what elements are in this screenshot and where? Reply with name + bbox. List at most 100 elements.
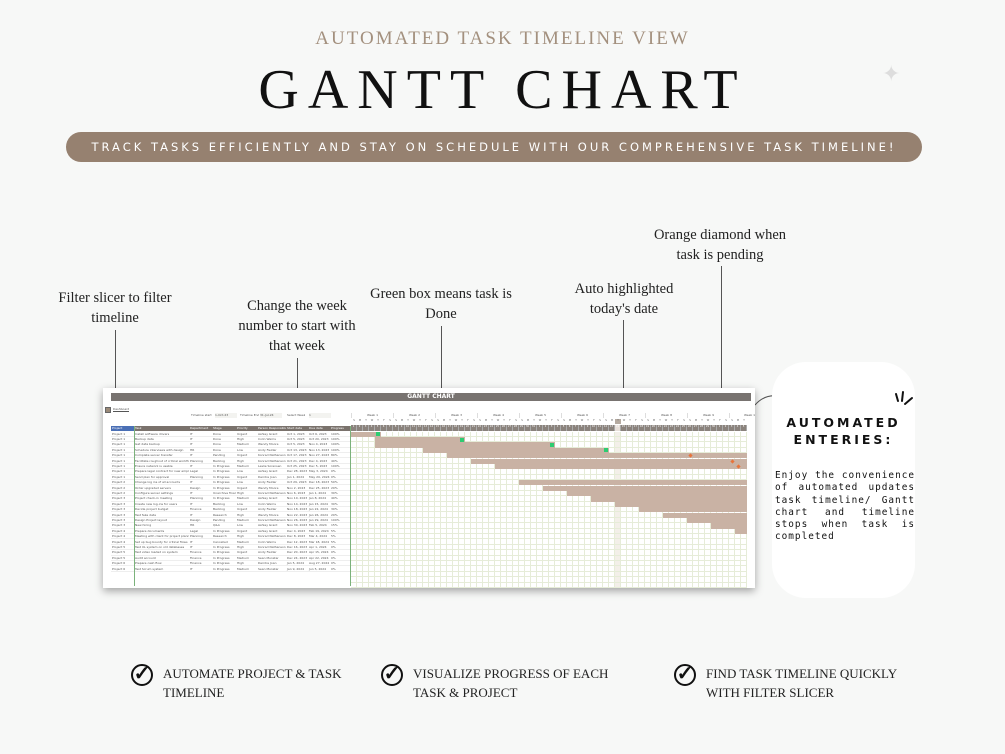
column-header[interactable]: Priority (236, 426, 257, 431)
table-cell: Schedule interviews with design (135, 447, 184, 452)
table-row[interactable]: Project 3 Test fake data IT Research High Wen… (111, 513, 351, 518)
table-row[interactable]: Project 3 Project check-in meeting Plannin… (111, 496, 351, 502)
done-marker (604, 448, 608, 453)
table-row[interactable]: Project 2 Order upgraded servers Design In … (111, 486, 351, 491)
day-gridline (357, 431, 363, 587)
timeline-start-input[interactable]: 1-Oct-23 (215, 413, 237, 418)
table-row[interactable]: Project 3 Design Project layout Design Pend… (111, 517, 351, 524)
table-row[interactable]: Project 5 Test video loaded on system Fina… (111, 550, 351, 556)
table-cell: Andy Fielder (258, 550, 277, 555)
table-cell: Project 3 (112, 501, 126, 506)
table-cell: Medium (237, 539, 249, 544)
table-row[interactable]: Project 1 Send plan for approval Planning I… (111, 475, 351, 481)
gantt-bar[interactable] (735, 528, 747, 535)
day-number: 26 (501, 424, 507, 431)
table-cell: In Progress (213, 528, 230, 533)
column-header[interactable]: Project (111, 426, 134, 431)
gantt-bar[interactable] (591, 496, 747, 502)
table-cell: Project 1 (112, 463, 126, 468)
table-cell: Jan 26, 2024 (309, 512, 328, 517)
table-row[interactable]: Project 2 Change log ins of all accounts I… (111, 480, 351, 486)
day-number: 29 (519, 424, 525, 431)
annotation-filter: Filter slicer to filter timeline (58, 290, 172, 326)
gantt-bar[interactable] (543, 485, 747, 491)
table-cell: Project 6 (112, 566, 126, 571)
gantt-bar[interactable] (639, 507, 747, 513)
gantt-bar[interactable] (519, 480, 747, 486)
table-row[interactable]: Project 1 Get data backup IT Done Medium Wend… (111, 442, 351, 448)
column-header[interactable]: Due date (308, 426, 330, 431)
gantt-bar[interactable] (423, 447, 609, 454)
day-number: 27 (693, 424, 699, 431)
gantt-bar[interactable] (495, 463, 747, 470)
table-row[interactable]: Project 2 Configure server settings IT Unar… (111, 490, 351, 497)
column-header[interactable]: Start date (286, 426, 308, 431)
slicer-label[interactable]: Dashboard (113, 407, 130, 411)
gantt-bar[interactable] (351, 431, 381, 437)
table-row[interactable]: Project 5 Test UL system on old databases… (111, 544, 351, 551)
gantt-bar[interactable] (375, 442, 555, 448)
select-week-input[interactable]: 1 (309, 413, 331, 418)
column-header[interactable]: Progress (330, 426, 351, 431)
day-letter: M (442, 419, 446, 422)
tagline-banner: TRACK TASKS EFFICIENTLY AND STAY ON SCHE… (66, 132, 922, 162)
table-cell: Backlog (213, 501, 225, 506)
day-gridline (627, 431, 633, 587)
gantt-bar[interactable] (471, 458, 747, 464)
timeline-end-input[interactable]: 31-Jul-24 (260, 413, 282, 418)
day-number: 15 (621, 424, 627, 431)
table-cell: Test Scrum system (135, 566, 164, 571)
table-row[interactable]: Project 5 Audit account Finance In Progress… (111, 556, 351, 562)
day-number: 14 (429, 424, 435, 431)
day-gridline (459, 431, 465, 587)
gantt-bar[interactable] (615, 501, 747, 508)
table-cell: 0% (331, 544, 336, 549)
table-row[interactable]: Project 3 New hiring HR Q&A Low Ashley Grant N… (111, 523, 351, 529)
table-row[interactable]: Project 6 Prepare cash flow Finance In Prog… (111, 561, 351, 567)
table-row[interactable]: Project 1 Backup data IT Done High Colin Warr… (111, 437, 351, 443)
table-row[interactable]: Project 6 Test Scrum system IT In Progress M… (111, 567, 351, 572)
table-cell: Finance (190, 561, 202, 566)
column-header[interactable]: Task (134, 426, 189, 431)
gantt-bar[interactable] (447, 453, 747, 459)
table-row[interactable]: Project 1 Schedule interviews with design… (111, 447, 351, 454)
table-cell: Nov 18, 2023 (287, 507, 308, 512)
gantt-bar[interactable] (663, 512, 747, 518)
table-row[interactable]: Project 1 Facilitate roughout of critical… (111, 459, 351, 464)
table-row[interactable]: Project 3 Decide project budget Finance Bac… (111, 507, 351, 513)
table-row[interactable]: Project 4 Set up bug bounty for critical … (111, 540, 351, 545)
table-cell: Research (213, 534, 227, 539)
table-row[interactable]: Project 3 Create new log-ins for users IT B… (111, 501, 351, 508)
table-cell: Project 2 (112, 480, 126, 485)
slicer-icon[interactable] (105, 407, 111, 413)
day-letter: T (713, 419, 715, 422)
table-cell: High (237, 561, 244, 566)
annotation-line (297, 358, 298, 410)
column-header[interactable]: Department (189, 426, 212, 431)
day-number: 9 (399, 424, 405, 431)
table-cell: Legal (190, 469, 199, 474)
gantt-bar[interactable] (375, 436, 465, 443)
day-letter: S (725, 419, 727, 422)
table-cell: Project 3 (112, 517, 126, 522)
table-cell: Dec 5, 2023 (309, 463, 328, 468)
column-header[interactable]: Person Responsible (257, 426, 286, 431)
table-row[interactable]: Project 1 Complete server transfer IT Pendi… (111, 453, 351, 459)
gantt-bar[interactable] (567, 490, 747, 497)
gantt-bar[interactable] (687, 517, 747, 524)
table-cell: IT (190, 490, 193, 495)
table-row[interactable]: Project 1 Install software drivers IT Done U… (111, 432, 351, 437)
frozen-divider (350, 426, 351, 586)
day-number: 13 (609, 424, 615, 431)
day-number: 4 (735, 424, 741, 431)
gantt-bar[interactable] (711, 523, 747, 529)
table-row[interactable]: Project 4 Meeting with client for project… (111, 534, 351, 540)
table-cell: IT (190, 453, 193, 458)
table-row[interactable]: Project 1 Ensure network is usable IT In Pr… (111, 463, 351, 470)
table-row[interactable]: Project 1 Prepare legal contract for new … (111, 469, 351, 475)
column-header[interactable]: Stage (212, 426, 236, 431)
table-cell: Project 1 (112, 447, 126, 452)
table-cell: Project 5 (112, 550, 126, 555)
table-row[interactable]: Project 4 Prepare documents Legal In Progre… (111, 528, 351, 535)
day-gridline (543, 431, 549, 587)
